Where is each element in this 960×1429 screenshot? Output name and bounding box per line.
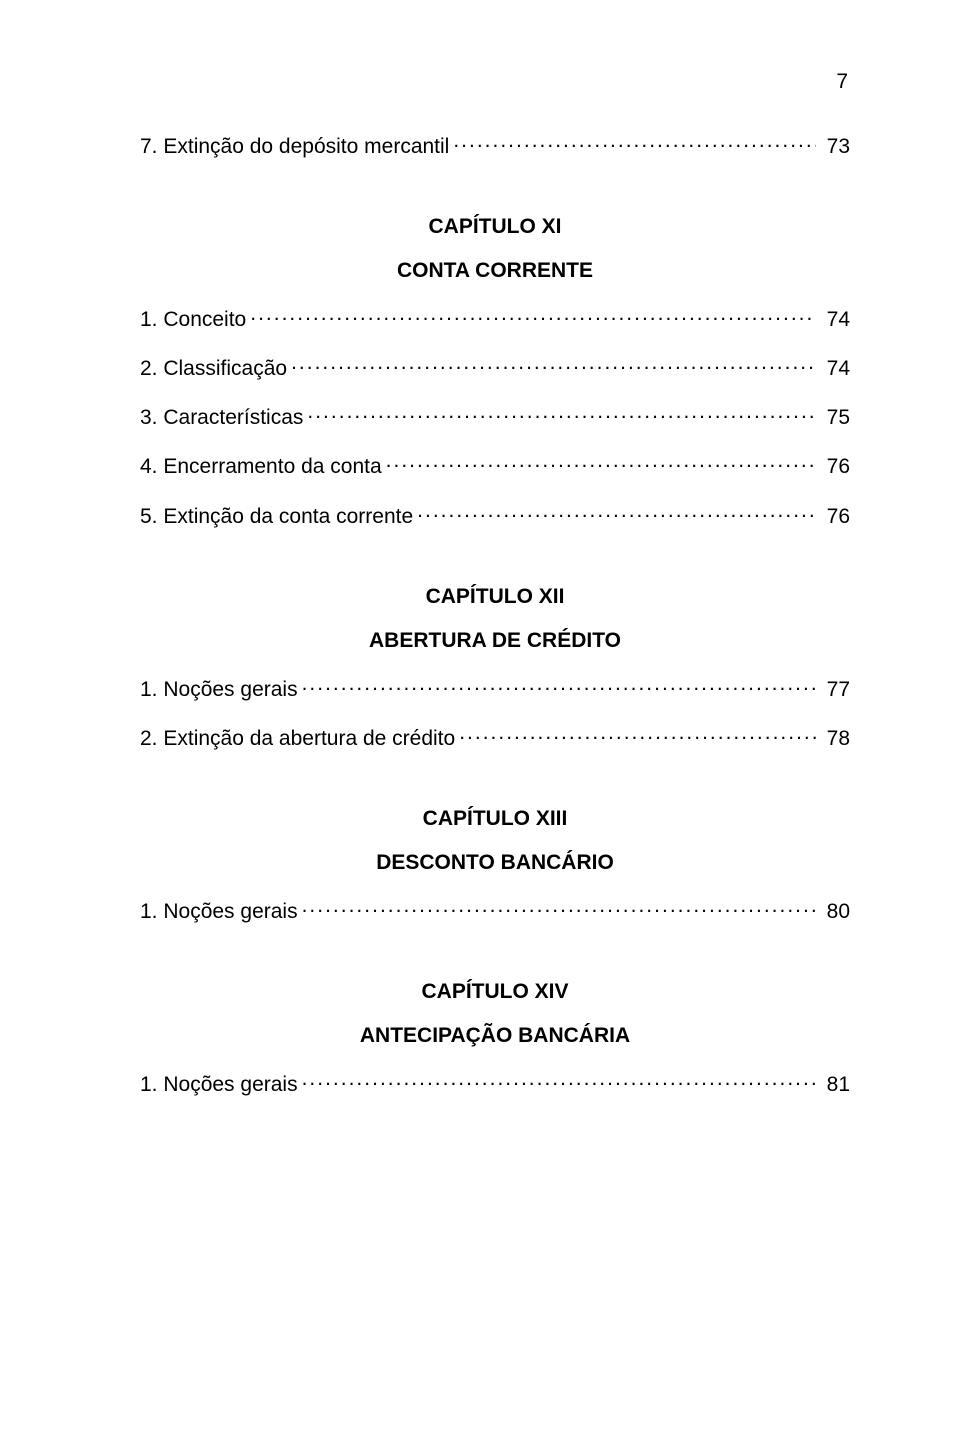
toc-entry-label: 3. Características (140, 406, 303, 430)
toc-leader-dots (250, 303, 816, 326)
toc-leader-dots (302, 1068, 816, 1091)
toc-entry-label: 1. Noções gerais (140, 1073, 298, 1097)
chapter-title: ANTECIPAÇÃO BANCÁRIA (140, 1024, 850, 1048)
toc-entry-page: 77 (820, 678, 850, 702)
toc-entry: 1. Noções gerais 81 (140, 1068, 850, 1097)
toc-entry-page: 76 (820, 505, 850, 529)
toc-entry: 5. Extinção da conta corrente 76 (140, 499, 850, 528)
toc-entry: 2. Extinção da abertura de crédito 78 (140, 722, 850, 751)
chapter-heading: CAPÍTULO XIV (140, 980, 850, 1004)
chapter-heading: CAPÍTULO XIII (140, 807, 850, 831)
page-number: 7 (836, 70, 848, 94)
toc-entry: 2. Classificação 74 (140, 352, 850, 381)
toc-entry-page: 75 (820, 406, 850, 430)
toc-entry: 7. Extinção do depósito mercantil 73 (140, 130, 850, 159)
document-page: 7 7. Extinção do depósito mercantil 73 C… (0, 0, 960, 1429)
toc-entry: 4. Encerramento da conta 76 (140, 450, 850, 479)
toc-entry-label: 4. Encerramento da conta (140, 455, 382, 479)
toc-leader-dots (386, 450, 816, 473)
toc-leader-dots (417, 499, 816, 522)
toc-entry-page: 74 (820, 357, 850, 381)
toc-leader-dots (291, 352, 816, 375)
toc-entry-label: 1. Conceito (140, 308, 246, 332)
toc-leader-dots (459, 722, 816, 745)
toc-leader-dots (453, 130, 816, 153)
toc-entry-page: 74 (820, 308, 850, 332)
toc-entry-page: 73 (820, 135, 850, 159)
chapter-heading: CAPÍTULO XII (140, 585, 850, 609)
toc-entry-page: 81 (820, 1073, 850, 1097)
toc-entry-page: 76 (820, 455, 850, 479)
toc-entry-label: 1. Noções gerais (140, 900, 298, 924)
chapter-heading: CAPÍTULO XI (140, 215, 850, 239)
toc-entry-label: 5. Extinção da conta corrente (140, 505, 413, 529)
chapter-title: DESCONTO BANCÁRIO (140, 851, 850, 875)
toc-entry-label: 7. Extinção do depósito mercantil (140, 135, 449, 159)
toc-entry: 3. Características 75 (140, 401, 850, 430)
toc-entry-page: 80 (820, 900, 850, 924)
chapter-title: CONTA CORRENTE (140, 259, 850, 283)
toc-entry: 1. Conceito 74 (140, 303, 850, 332)
toc-entry-label: 2. Classificação (140, 357, 287, 381)
toc-leader-dots (307, 401, 816, 424)
toc-entry-page: 78 (820, 727, 850, 751)
toc-entry: 1. Noções gerais 77 (140, 673, 850, 702)
toc-entry-label: 2. Extinção da abertura de crédito (140, 727, 455, 751)
toc-leader-dots (302, 673, 816, 696)
toc-entry-label: 1. Noções gerais (140, 678, 298, 702)
toc-entry: 1. Noções gerais 80 (140, 895, 850, 924)
chapter-title: ABERTURA DE CRÉDITO (140, 629, 850, 653)
toc-content: 7. Extinção do depósito mercantil 73 CAP… (140, 130, 850, 1097)
toc-leader-dots (302, 895, 816, 918)
